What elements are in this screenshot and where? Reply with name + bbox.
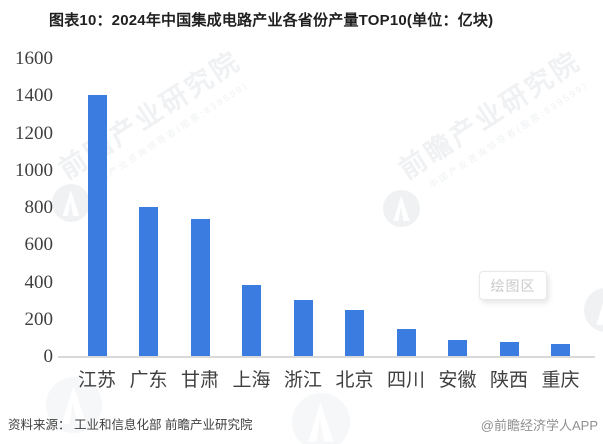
bar-陕西[interactable]	[499, 342, 519, 357]
y-axis: 0 200 400 600 800 1000 1200 1400 1600	[0, 0, 53, 444]
y-axis-tick-label: 1600	[15, 48, 53, 69]
x-axis-label-重庆: 重庆	[541, 370, 580, 391]
x-axis-label-陕西: 陕西	[489, 370, 528, 391]
bar-浙江[interactable]	[293, 300, 313, 357]
bar-江苏[interactable]	[87, 95, 107, 357]
y-axis-tick-label: 1000	[15, 159, 53, 181]
plot-area[interactable]	[62, 59, 595, 357]
bar-重庆[interactable]	[551, 343, 570, 357]
credit-note: @前瞻经济学人APP	[480, 418, 598, 433]
chart-title: 图表10：2024年中国集成电路产业各省份产量TOP10(单位：亿块)	[49, 12, 494, 29]
x-axis-label-甘肃: 甘肃	[180, 370, 219, 391]
x-axis-label-江苏: 江苏	[77, 370, 116, 391]
bar-四川[interactable]	[396, 329, 416, 357]
plot-area-tooltip: 绘图区	[479, 271, 547, 300]
source-note: 资料来源： 工业和信息化部 前瞻产业研究院	[8, 418, 253, 432]
y-axis-tick-label: 1200	[15, 122, 53, 144]
x-axis-label-广东: 广东	[129, 370, 168, 391]
bar-上海[interactable]	[242, 285, 261, 357]
y-axis-tick-label: 600	[24, 234, 54, 256]
y-axis-tick-label: 200	[24, 308, 54, 330]
bar-安徽[interactable]	[448, 340, 467, 357]
bar-广东[interactable]	[139, 207, 158, 357]
y-axis-tick-label: 1400	[15, 85, 53, 107]
x-axis-label-浙江: 浙江	[283, 370, 322, 391]
x-axis-label-北京: 北京	[335, 370, 374, 391]
y-axis-tick-label: 0	[43, 346, 54, 367]
y-axis-tick-label: 400	[24, 271, 54, 293]
bar-甘肃[interactable]	[190, 219, 210, 357]
x-axis-label-四川: 四川	[386, 370, 425, 391]
x-axis-label-安徽: 安徽	[438, 370, 477, 391]
x-axis-label-上海: 上海	[232, 370, 271, 391]
x-axis-line	[58, 356, 595, 358]
y-axis-tick-label: 800	[24, 197, 54, 218]
bar-北京[interactable]	[345, 309, 364, 357]
